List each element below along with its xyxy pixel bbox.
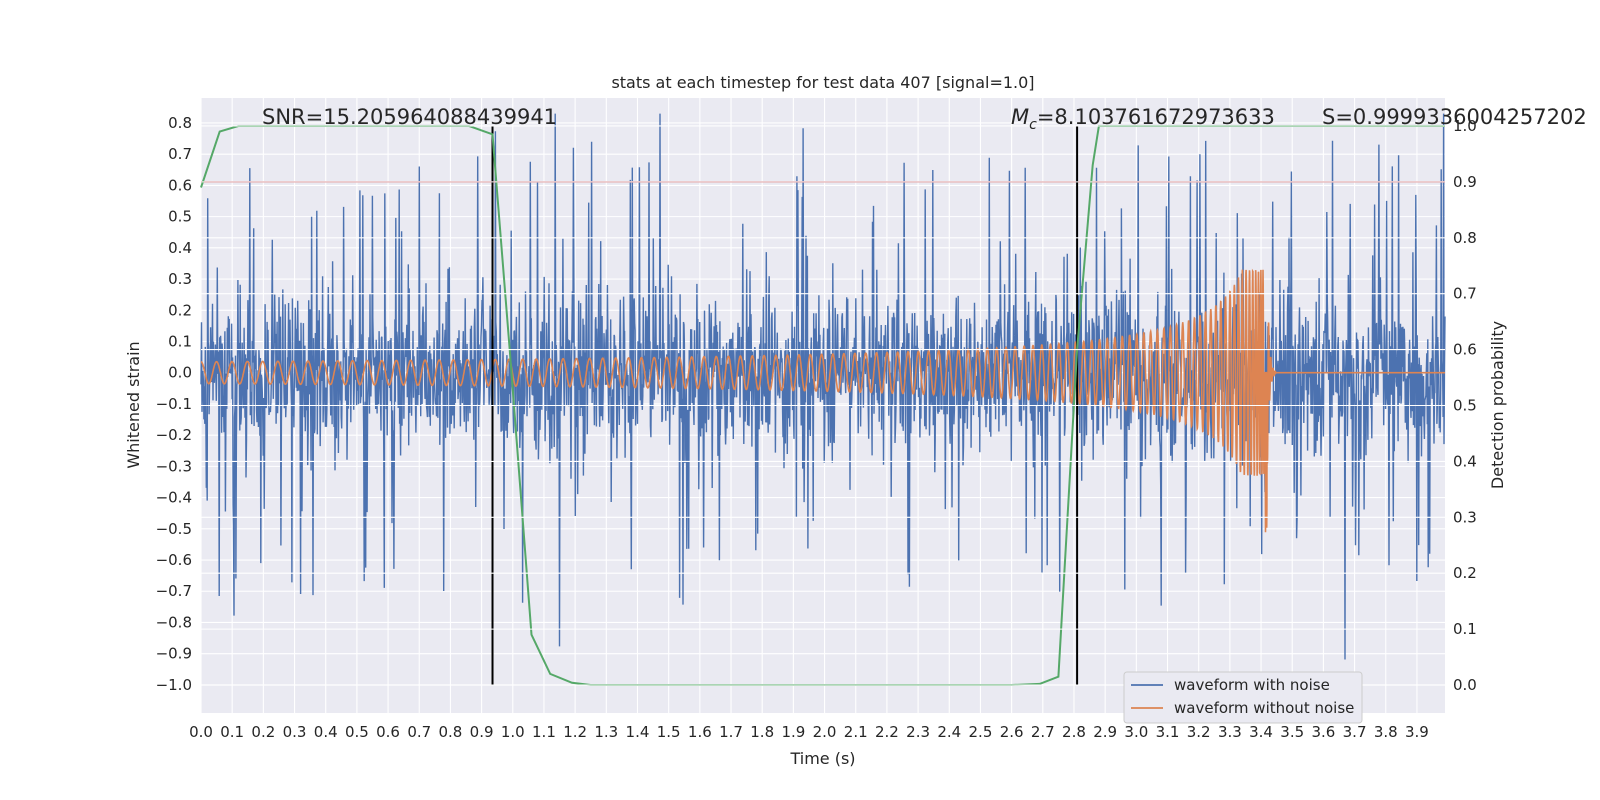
- s-annotation: S=0.9999336004257202: [1322, 105, 1587, 129]
- y-tick-label: 0.4: [168, 239, 192, 257]
- x-tick-label: 2.9: [1093, 723, 1117, 741]
- legend-label-clean: waveform without noise: [1174, 699, 1354, 717]
- y-tick-label: 0.6: [168, 176, 192, 194]
- x-tick-labels: 0.0 0.1 0.2 0.3 0.4 0.5 0.6 0.7 0.8 0.9 1.0 1.1 1.2 1…: [189, 723, 1429, 741]
- y-tick-label: −0.5: [156, 520, 192, 538]
- y-right-tick-label: 0.0: [1453, 676, 1477, 694]
- x-tick-label: 2.5: [969, 723, 993, 741]
- x-tick-label: 1.1: [532, 723, 556, 741]
- y-tick-label: −0.4: [156, 489, 192, 507]
- x-tick-label: 1.3: [594, 723, 618, 741]
- legend-box: [1123, 671, 1363, 724]
- y-right-tick-labels: 1.0 0.9 0.8 0.7 0.6 0.5 0.4 0.3 0.2 0.1 0.0: [1453, 117, 1477, 694]
- y-right-tick-label: 0.1: [1453, 620, 1477, 638]
- y-tick-label: 0.0: [168, 364, 192, 382]
- x-tick-label: 3.2: [1187, 723, 1211, 741]
- x-tick-label: 1.9: [781, 723, 805, 741]
- x-tick-label: 2.1: [844, 723, 868, 741]
- x-tick-label: 2.2: [875, 723, 899, 741]
- y-right-tick-label: 0.6: [1453, 341, 1477, 359]
- snr-annotation: SNR=15.205964088439941: [262, 105, 557, 129]
- y-tick-label: −0.3: [156, 457, 192, 475]
- y-right-tick-label: 0.7: [1453, 285, 1477, 303]
- y-right-tick-label: 0.9: [1453, 173, 1477, 191]
- y-right-tick-label: 0.8: [1453, 229, 1477, 247]
- y-tick-label: 0.7: [168, 145, 192, 163]
- y-right-tick-label: 1.0: [1453, 117, 1477, 135]
- x-tick-label: 1.6: [688, 723, 712, 741]
- x-tick-label: 3.7: [1343, 723, 1367, 741]
- x-tick-label: 0.3: [283, 723, 307, 741]
- x-tick-label: 2.6: [1000, 723, 1024, 741]
- x-tick-label: 0.1: [220, 723, 244, 741]
- y-tick-label: −0.1: [156, 395, 192, 413]
- y-right-tick-label: 0.2: [1453, 564, 1477, 582]
- x-tick-label: 3.9: [1405, 723, 1429, 741]
- x-tick-label: 1.5: [657, 723, 681, 741]
- chirp-mass-subscript: c: [1029, 117, 1037, 133]
- x-tick-label: 3.4: [1249, 723, 1273, 741]
- x-tick-label: 2.8: [1062, 723, 1086, 741]
- x-axis-label: Time (s): [789, 749, 855, 768]
- x-tick-label: 3.8: [1374, 723, 1398, 741]
- chart-title: stats at each timestep for test data 407…: [611, 73, 1034, 92]
- x-tick-label: 0.4: [314, 723, 338, 741]
- series-layer: [200, 113, 1446, 660]
- legend-label-noise: waveform with noise: [1174, 676, 1330, 694]
- chirp-mass-annotation: Mc=8.103761672973633: [1011, 105, 1275, 133]
- y-tick-label: 0.5: [168, 208, 192, 226]
- x-tick-label: 0.8: [438, 723, 462, 741]
- x-tick-label: 0.6: [376, 723, 400, 741]
- grid-right: [201, 125, 1445, 686]
- x-tick-label: 2.0: [813, 723, 837, 741]
- y-tick-label: −0.2: [156, 426, 192, 444]
- chirp-mass-value: =8.103761672973633: [1037, 105, 1275, 129]
- x-tick-label: 1.2: [563, 723, 587, 741]
- x-tick-label: 1.4: [626, 723, 650, 741]
- y-right-axis-label: Detection probability: [1488, 321, 1507, 489]
- y-axis-label: Whitened strain: [124, 341, 143, 468]
- x-tick-label: 3.1: [1156, 723, 1180, 741]
- x-tick-label: 3.6: [1311, 723, 1335, 741]
- x-tick-label: 1.0: [501, 723, 525, 741]
- y-tick-label: −0.8: [156, 613, 192, 631]
- y-right-tick-label: 0.3: [1453, 508, 1477, 526]
- y-right-tick-label: 0.4: [1453, 452, 1477, 470]
- y-tick-labels: 0.8 0.7 0.6 0.5 0.4 0.3 0.2 0.1 0.0 −0.1 −0.2 −0.3 −…: [156, 114, 192, 694]
- y-right-tick-label: 0.5: [1453, 397, 1477, 415]
- y-tick-label: −0.7: [156, 582, 192, 600]
- series-waveform-without-noise: [200, 268, 1445, 533]
- x-tick-label: 2.3: [906, 723, 930, 741]
- x-tick-label: 3.0: [1124, 723, 1148, 741]
- x-tick-label: 1.8: [750, 723, 774, 741]
- x-tick-label: 3.3: [1218, 723, 1242, 741]
- x-tick-label: 0.0: [189, 723, 213, 741]
- x-tick-label: 3.5: [1280, 723, 1304, 741]
- x-tick-label: 2.7: [1031, 723, 1055, 741]
- chirp-mass-symbol: M: [1011, 105, 1029, 129]
- y-tick-label: −1.0: [156, 676, 192, 694]
- y-tick-label: −0.6: [156, 551, 192, 569]
- x-tick-label: 0.7: [407, 723, 431, 741]
- x-tick-label: 0.2: [251, 723, 275, 741]
- x-tick-label: 0.5: [345, 723, 369, 741]
- y-tick-label: 0.3: [168, 270, 192, 288]
- y-tick-label: −0.9: [156, 645, 192, 663]
- y-tick-label: 0.8: [168, 114, 192, 132]
- x-tick-label: 1.7: [719, 723, 743, 741]
- legend: waveform with noise waveform without noi…: [1123, 671, 1363, 724]
- y-tick-label: 0.2: [168, 301, 192, 319]
- x-tick-label: 0.9: [470, 723, 494, 741]
- y-tick-label: 0.1: [168, 333, 192, 351]
- x-tick-label: 2.4: [937, 723, 961, 741]
